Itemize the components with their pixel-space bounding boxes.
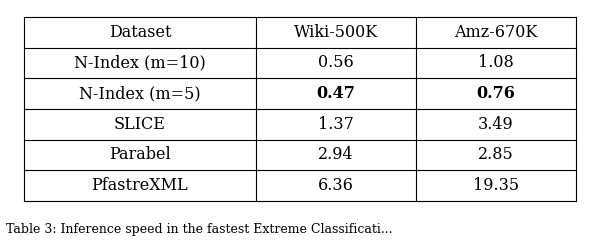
Text: N-Index (m=5): N-Index (m=5) [79,85,201,102]
Text: Table 3: Inference speed in the fastest Extreme Classificati...: Table 3: Inference speed in the fastest … [6,223,392,236]
Text: SLICE: SLICE [114,116,166,133]
Text: 0.47: 0.47 [316,85,355,102]
Text: 2.94: 2.94 [318,146,353,163]
Text: Parabel: Parabel [109,146,171,163]
Text: 1.08: 1.08 [478,54,514,71]
Text: Wiki-500K: Wiki-500K [294,24,378,41]
Text: 6.36: 6.36 [318,177,354,194]
Text: 19.35: 19.35 [473,177,519,194]
Text: Amz-670K: Amz-670K [454,24,538,41]
Text: 1.37: 1.37 [318,116,354,133]
Text: N-Index (m=10): N-Index (m=10) [74,54,206,71]
Text: 0.76: 0.76 [476,85,515,102]
Text: 0.56: 0.56 [318,54,354,71]
Text: 3.49: 3.49 [478,116,514,133]
Text: Dataset: Dataset [109,24,171,41]
Text: PfastreXML: PfastreXML [92,177,188,194]
Text: 2.85: 2.85 [478,146,514,163]
